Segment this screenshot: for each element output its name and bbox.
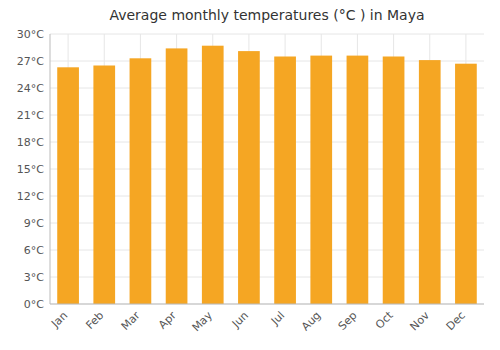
bar <box>57 67 79 304</box>
x-tick-label: Feb <box>83 309 106 332</box>
y-tick-label: 6°C <box>24 244 44 257</box>
y-tick-label: 9°C <box>24 217 44 230</box>
bar <box>93 66 115 305</box>
y-tick-label: 18°C <box>17 136 44 149</box>
bar <box>347 56 369 304</box>
y-tick-label: 12°C <box>17 190 44 203</box>
bar <box>274 57 296 305</box>
chart-container: Average monthly temperatures (°C ) in Ma… <box>0 0 500 350</box>
x-tick-label: Oct <box>373 308 396 331</box>
bar <box>383 57 405 305</box>
chart-svg: Average monthly temperatures (°C ) in Ma… <box>0 0 500 350</box>
y-tick-label: 15°C <box>17 163 44 176</box>
x-tick-label: Aug <box>299 309 323 333</box>
bar <box>166 48 188 304</box>
y-tick-label: 21°C <box>17 109 44 122</box>
y-axis-line <box>50 34 51 304</box>
grid <box>50 34 484 304</box>
bar <box>202 46 224 304</box>
x-tick-label: May <box>190 309 216 335</box>
bar <box>419 60 441 304</box>
y-tick-label: 27°C <box>17 55 44 68</box>
x-tick-label: Sep <box>336 309 360 333</box>
y-tick-label: 30°C <box>17 28 44 41</box>
grid-line-y <box>50 304 484 305</box>
bar <box>310 56 332 304</box>
x-tick-label: Jul <box>268 309 287 328</box>
x-tick-label: Jun <box>229 309 251 331</box>
x-tick-label: Jan <box>48 309 70 331</box>
bar <box>238 51 260 304</box>
x-axis-line <box>50 304 484 305</box>
x-tick-label: Dec <box>444 309 468 333</box>
y-tick-label: 3°C <box>24 271 44 284</box>
bar <box>130 58 152 304</box>
x-tick-label: Apr <box>156 309 179 332</box>
x-tick-label: Mar <box>119 309 143 333</box>
bar <box>455 64 477 304</box>
y-tick-label: 24°C <box>17 82 44 95</box>
bars <box>57 46 477 304</box>
grid-line-y <box>50 34 484 35</box>
chart-title: Average monthly temperatures (°C ) in Ma… <box>109 7 424 23</box>
y-tick-label: 0°C <box>24 298 44 311</box>
x-tick-label: Nov <box>407 309 432 334</box>
